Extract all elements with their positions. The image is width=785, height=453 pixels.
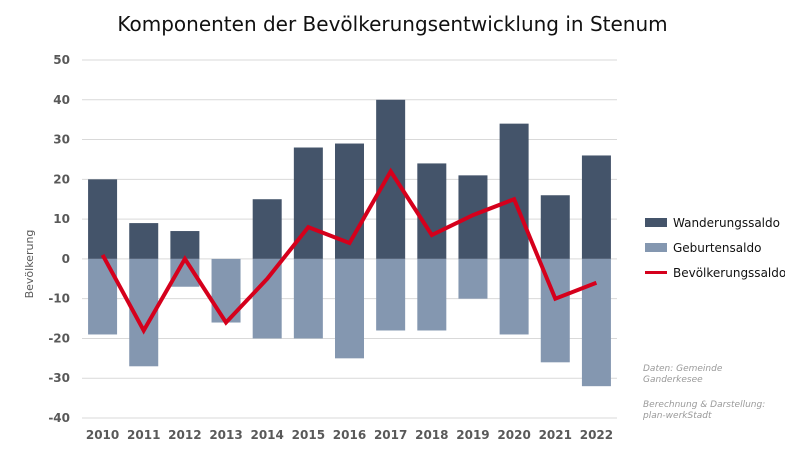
bar-wanderungssaldo [170, 231, 200, 259]
data-source-line-1: Daten: Gemeinde [643, 364, 723, 374]
x-tick-label: 2015 [292, 428, 325, 442]
bar-wanderungssaldo [540, 195, 570, 259]
y-tick-label: 50 [53, 53, 70, 67]
legend-swatch-geburtensaldo [645, 243, 667, 252]
x-tick-label: 2021 [539, 428, 572, 442]
x-tick-label: 2017 [374, 428, 407, 442]
bar-geburtensaldo [335, 258, 364, 359]
x-tick-label: 2012 [168, 428, 201, 442]
x-tick-label: 2011 [127, 428, 160, 442]
x-tick-label: 2020 [497, 428, 530, 442]
y-tick-label: 20 [53, 172, 70, 186]
x-tick-label: 2019 [456, 428, 489, 442]
x-tick-label: 2014 [250, 428, 283, 442]
bar-wanderungssaldo [129, 223, 159, 259]
x-tick-label: 2010 [86, 428, 119, 442]
x-tick-label: 2016 [333, 428, 366, 442]
data-source-note: Daten: Gemeinde Ganderkesee [643, 364, 722, 386]
bar-geburtensaldo [581, 258, 611, 387]
bar-geburtensaldo [458, 258, 488, 299]
legend-swatch-wanderungssaldo [645, 218, 667, 227]
y-tick-label: 30 [53, 133, 70, 147]
calculation-line-2: plan-werkStadt [643, 411, 712, 421]
y-tick-label: 0 [62, 252, 70, 266]
legend-swatch-bevoelkerungssaldo [645, 271, 667, 274]
legend-item-wanderungssaldo: Wanderungssaldo [645, 210, 785, 235]
chart-title: Komponenten der Bevölkerungsentwicklung … [117, 12, 668, 36]
bar-wanderungssaldo [581, 155, 611, 259]
y-tick-label: -10 [48, 292, 70, 306]
bar-wanderungssaldo [376, 99, 406, 259]
y-tick-label: 40 [53, 93, 70, 107]
legend: Wanderungssaldo Geburtensaldo Bevölkerun… [645, 210, 785, 285]
legend-label-bevoelkerungssaldo: Bevölkerungssaldo [673, 265, 785, 280]
legend-label-geburtensaldo: Geburtensaldo [673, 240, 762, 255]
legend-label-wanderungssaldo: Wanderungssaldo [673, 215, 780, 230]
bar-geburtensaldo [376, 258, 406, 331]
bar-geburtensaldo [252, 258, 282, 339]
x-tick-labels: 2010 2011 2012 2013 2014 2015 2016 2017 2018 2019… [86, 428, 613, 442]
calculation-line-1: Berechnung & Darstellung: [643, 400, 766, 410]
x-tick-label: 2022 [580, 428, 613, 442]
y-axis-label: Bevölkerung [23, 230, 36, 299]
x-tick-label: 2018 [415, 428, 448, 442]
y-tick-label: -20 [48, 331, 70, 345]
data-source-line-2: Ganderkesee [643, 375, 703, 385]
bar-wanderungssaldo [417, 163, 447, 259]
bar-wanderungssaldo [88, 179, 118, 259]
legend-item-bevoelkerungssaldo: Bevölkerungssaldo [645, 260, 785, 285]
y-tick-label: -30 [48, 371, 70, 385]
bar-geburtensaldo [293, 258, 323, 339]
y-tick-labels: 50 40 30 20 10 0 -10 -20 -30 -40 [48, 53, 70, 425]
calculation-note: Berechnung & Darstellung: plan-werkStadt [643, 400, 765, 422]
bar-wanderungssaldo [499, 123, 529, 259]
y-tick-label: -40 [48, 411, 70, 425]
bar-geburtensaldo [499, 258, 529, 335]
bar-wanderungssaldo [252, 199, 282, 259]
x-tick-label: 2013 [209, 428, 242, 442]
y-tick-label: 10 [53, 212, 70, 226]
line-series [100, 167, 598, 335]
bar-geburtensaldo [417, 258, 447, 331]
line-bevoelkerungssaldo [100, 167, 598, 335]
legend-item-geburtensaldo: Geburtensaldo [645, 235, 785, 260]
